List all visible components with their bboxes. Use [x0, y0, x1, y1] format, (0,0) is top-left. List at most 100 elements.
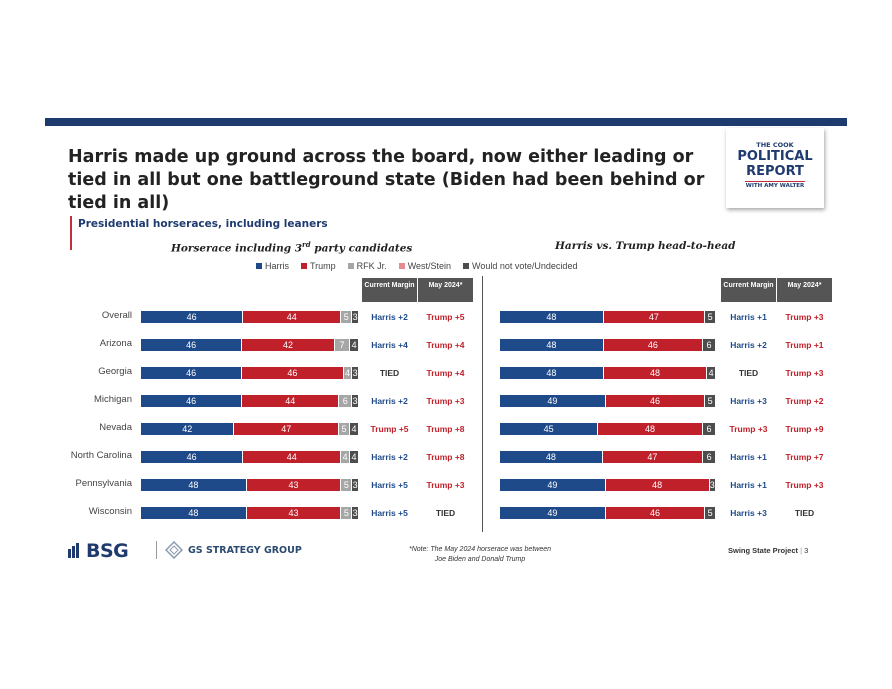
may-2024-value: TIED: [794, 508, 815, 518]
bar-segment: 5: [338, 423, 350, 435]
current-margin-value: Harris +2: [371, 452, 408, 462]
bar-segment: 47: [234, 423, 338, 435]
bar-segment: 46: [605, 395, 705, 407]
bar-segment: 46: [141, 395, 242, 407]
bar-segment: 6: [703, 451, 715, 463]
bar-segment: 48: [605, 479, 709, 491]
category-label: Georgia: [98, 366, 132, 377]
bar-segment: 49: [500, 479, 605, 491]
bar-segment: 48: [500, 451, 602, 463]
category-label: Wisconsin: [88, 506, 132, 517]
current-margin-value: Harris +2: [371, 312, 408, 322]
may-2024-value: Trump +9: [785, 424, 824, 434]
category-label: Overall: [101, 310, 132, 321]
bar-segment: 3: [709, 479, 715, 491]
bar-segment: 46: [141, 451, 243, 463]
bar-segment: 3: [352, 507, 358, 519]
bar-segment: 5: [341, 507, 352, 519]
legend-label: West/Stein: [407, 261, 452, 271]
category-label: Michigan: [93, 394, 132, 405]
current-margin-value: Harris +5: [371, 508, 408, 518]
chart-legend: Harris Trump RFK Jr. West/Stein Would not vo…: [256, 261, 589, 273]
bar-segment: 5: [341, 311, 352, 323]
bar-segment: 43: [246, 479, 341, 491]
legend-swatch: [398, 263, 405, 269]
legend-item: Harris: [256, 261, 289, 271]
bar-segment: 6: [339, 395, 352, 407]
may-2024-value: Trump +3: [785, 368, 824, 378]
bar-segment: 4: [350, 451, 358, 463]
legend-item: Trump: [301, 261, 336, 271]
footnote: *Note: The May 2024 horserace was betwee…: [380, 545, 580, 565]
bar-segment: 4: [350, 423, 358, 435]
section-title: Presidential horseraces, including leane…: [78, 218, 328, 230]
may-2024-value: Trump +3: [785, 480, 824, 490]
bar-segment: 49: [500, 395, 605, 407]
current-margin-value: Harris +4: [371, 340, 408, 350]
footer-project: Swing State Project | 3: [728, 546, 808, 555]
may-2024-value: Trump +8: [426, 452, 465, 462]
left-subtitle-end: party candidates: [310, 242, 413, 255]
logo-line2: POLITICAL: [737, 149, 813, 164]
may-2024-value: Trump +2: [785, 396, 824, 406]
bar-segment: 6: [702, 423, 715, 435]
category-label: Nevada: [99, 422, 132, 433]
left-subtitle-main: Horserace including 3: [171, 242, 303, 255]
current-margin-value: TIED: [738, 368, 759, 378]
legend-swatch: [301, 263, 307, 269]
bar-segment: 46: [141, 367, 242, 379]
left-current-margin-header: Current Margin: [362, 278, 417, 302]
category-label: Arizona: [99, 338, 132, 349]
bar-segment: 4: [707, 367, 715, 379]
logo-line3: REPORT: [746, 164, 804, 179]
page-number: 3: [804, 546, 809, 555]
cook-political-report-logo: THE COOK POLITICAL REPORT WITH AMY WALTE…: [726, 128, 824, 208]
current-margin-value: Harris +2: [371, 396, 408, 406]
may-2024-value: Trump +1: [785, 340, 824, 350]
bar-segment: 45: [500, 423, 598, 435]
logo-line1: THE COOK: [756, 141, 794, 149]
bar-segment: 42: [141, 423, 234, 435]
bar-segment: 3: [352, 367, 358, 379]
bar-segment: 48: [603, 367, 707, 379]
bar-segment: 48: [598, 423, 702, 435]
right-chart-subtitle: Harris vs. Trump head-to-head: [555, 240, 736, 252]
footnote-line2: Joe Biden and Donald Trump: [434, 556, 526, 563]
may-2024-value: Trump +7: [785, 452, 824, 462]
left-may-2024-header: May 2024*: [418, 278, 473, 302]
bar-segment: 44: [242, 395, 339, 407]
legend-label: RFK Jr.: [356, 261, 387, 271]
bar-segment: 48: [500, 367, 603, 379]
bar-segment: 47: [602, 451, 703, 463]
current-margin-value: Trump +5: [370, 424, 409, 434]
bar-segment: 46: [603, 339, 703, 351]
current-margin-value: Harris +3: [730, 508, 767, 518]
may-2024-value: Trump +4: [426, 368, 465, 378]
may-2024-value: Trump +8: [426, 424, 465, 434]
left-chart-subtitle: Horserace including 3rd party candidates: [171, 240, 412, 255]
may-2024-value: Trump +3: [426, 480, 465, 490]
legend-item: Would not vote/Undecided: [463, 261, 577, 271]
current-margin-value: Harris +1: [730, 480, 767, 490]
gs-strategy-logo-text: GS STRATEGY GROUP: [188, 545, 302, 556]
current-margin-value: Harris +5: [371, 480, 408, 490]
may-2024-value: TIED: [435, 508, 456, 518]
bar-segment: 5: [705, 395, 715, 407]
bsg-logo-text: BSG: [86, 540, 129, 562]
footnote-line1: *Note: The May 2024 horserace was betwee…: [408, 546, 552, 553]
bar-segment: 47: [603, 311, 705, 323]
bar-segment: 3: [352, 311, 358, 323]
top-rule: [45, 118, 847, 126]
logo-line4: WITH AMY WALTER: [745, 183, 805, 189]
may-2024-value: Trump +3: [785, 312, 824, 322]
bar-segment: 5: [705, 507, 715, 519]
bar-segment: 48: [141, 507, 246, 519]
bar-segment: 3: [352, 395, 358, 407]
bar-segment: 46: [141, 311, 243, 323]
current-margin-value: Harris +1: [730, 452, 767, 462]
current-margin-value: Harris +3: [730, 396, 767, 406]
legend-swatch: [347, 263, 354, 269]
bar-segment: 5: [705, 311, 715, 323]
legend-swatch: [463, 263, 470, 269]
project-name: Swing State Project: [728, 546, 799, 555]
